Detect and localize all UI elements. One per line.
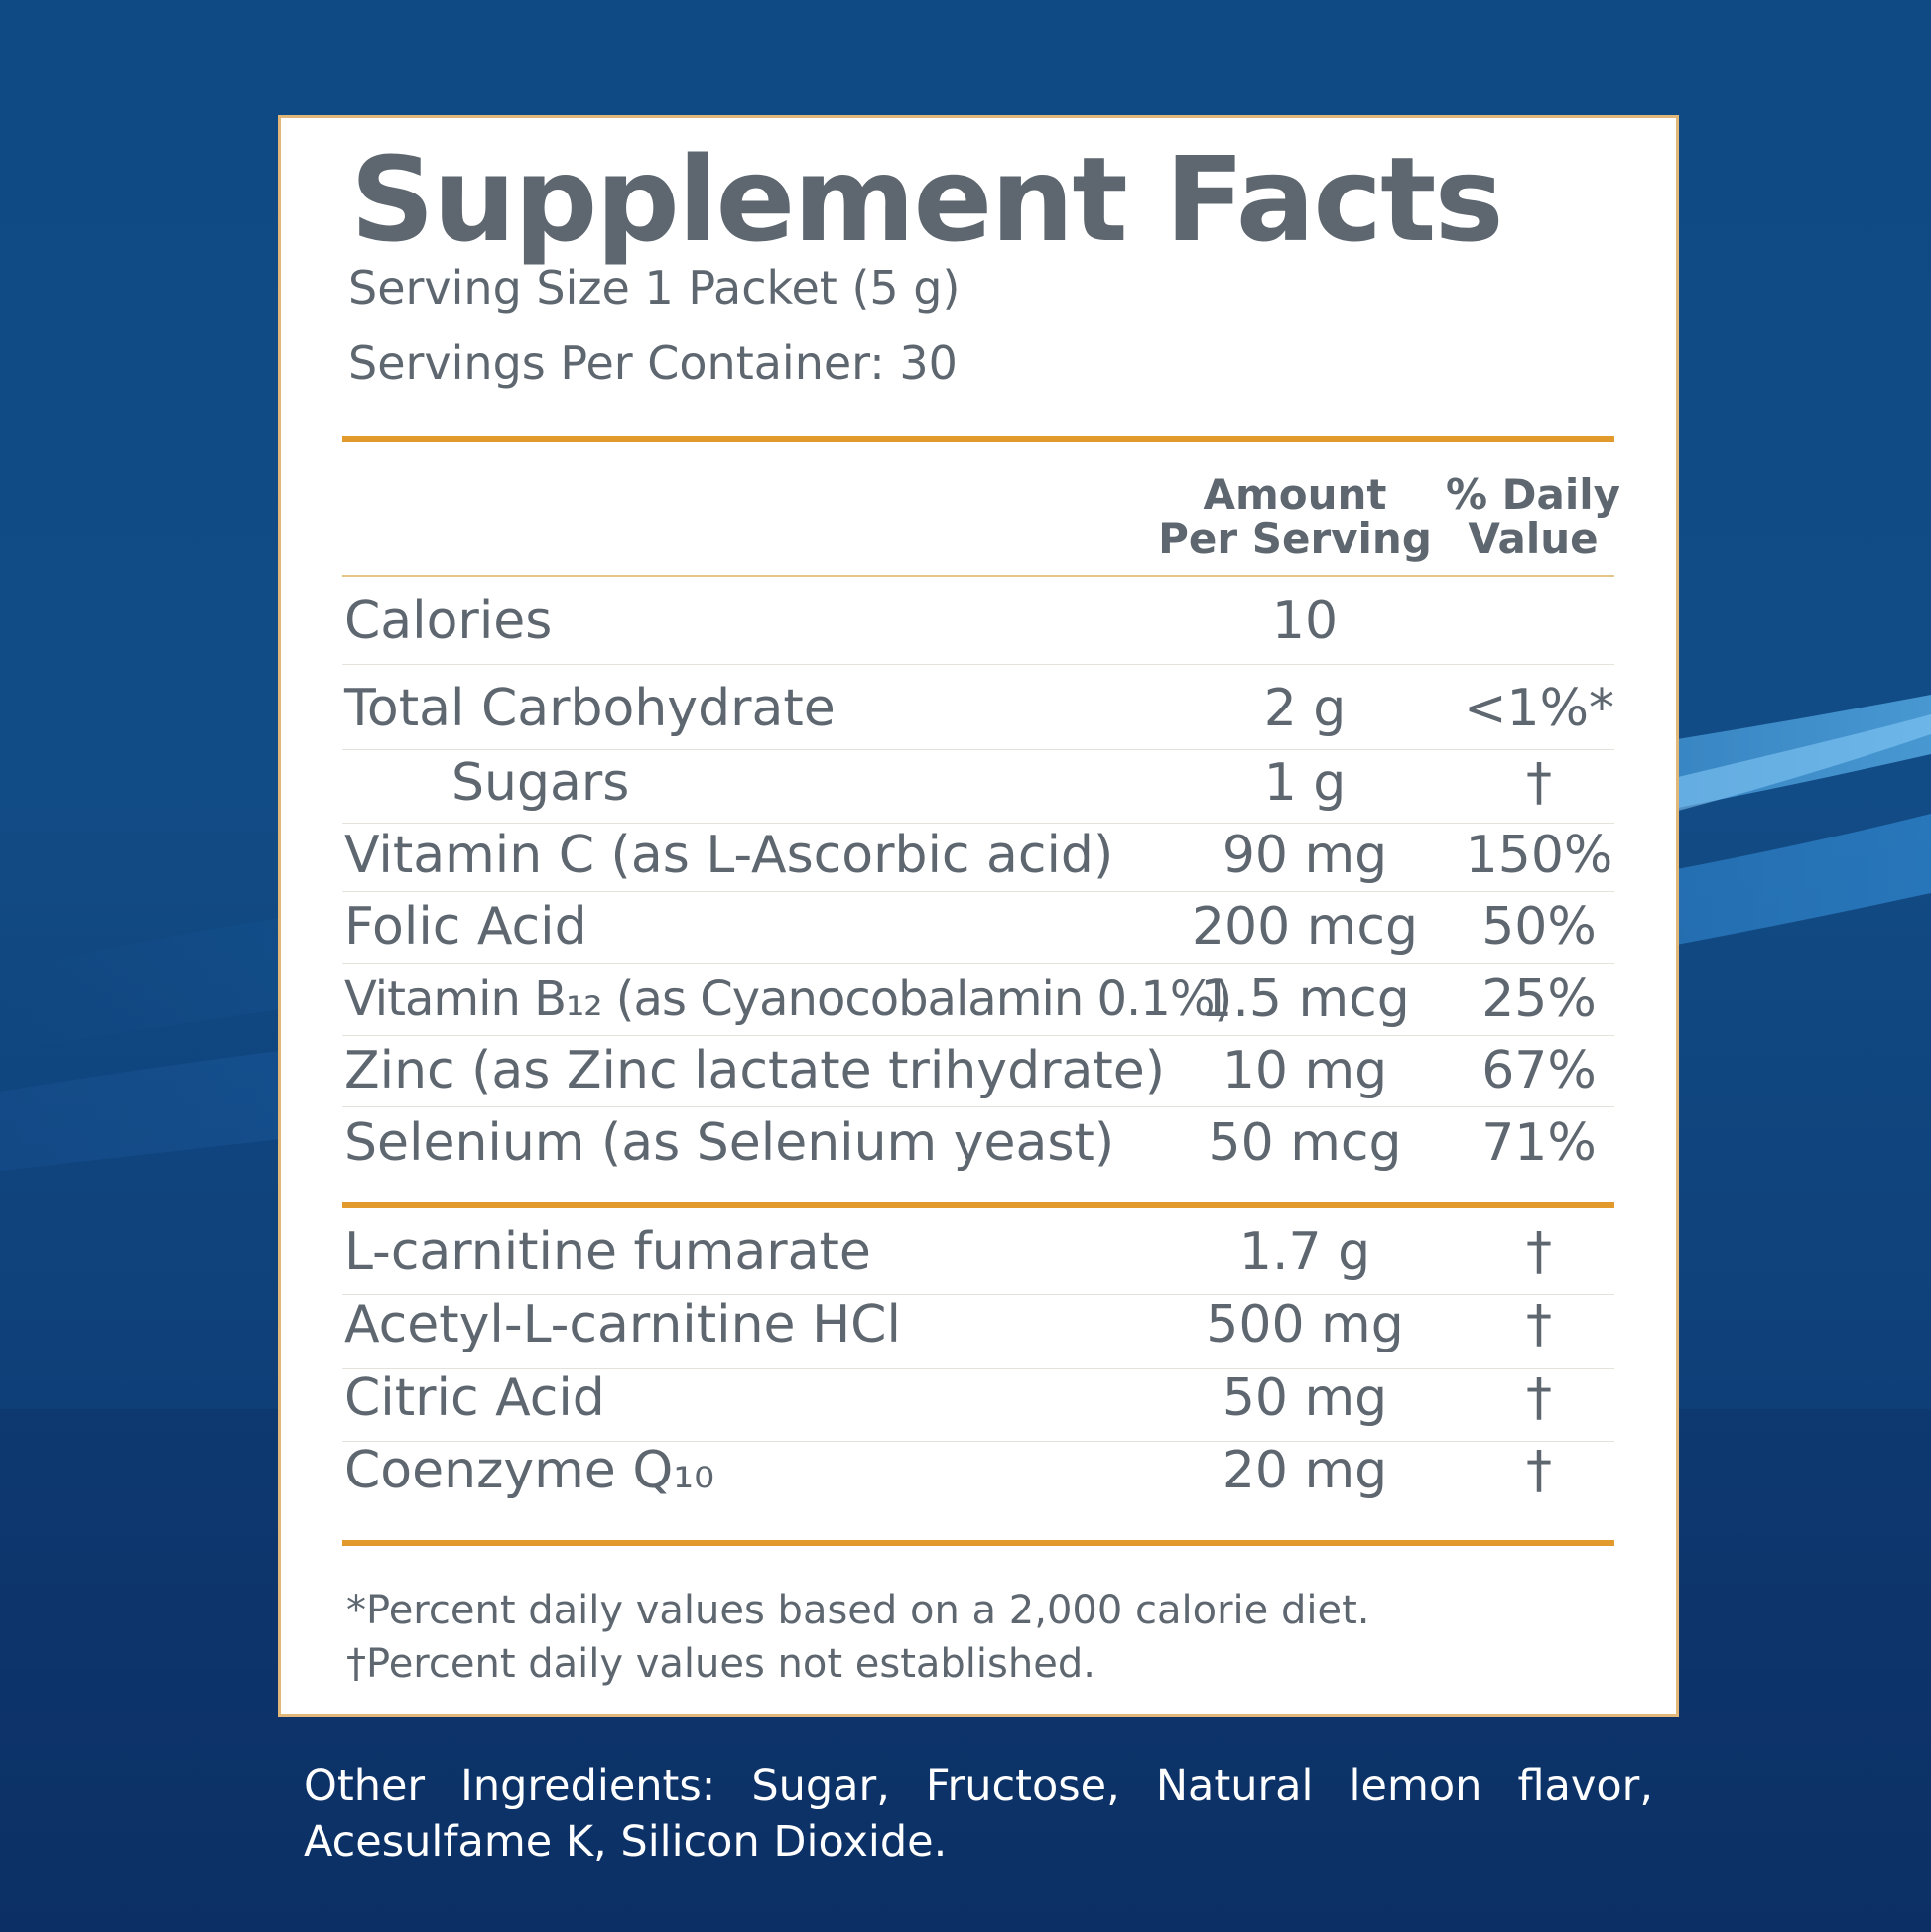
header-dv-line1: % Daily — [1445, 470, 1621, 519]
nutrient-name: Citric Acid — [344, 1368, 605, 1428]
daily-value: † — [1526, 1223, 1552, 1282]
header-amount-line1: Amount — [1203, 470, 1387, 519]
nutrient-name: Total Carbohydrate — [344, 679, 836, 738]
nutrient-name: Vitamin B₁₂ (as Cyanocobalamin 0.1%) — [344, 971, 1232, 1027]
table-row: Vitamin C (as L-Ascorbic acid) 90 mg 150% — [342, 821, 1614, 890]
nutrient-name: L-carnitine fumarate — [344, 1223, 871, 1282]
header-amount: Amount Per Serving — [1158, 473, 1432, 561]
header-daily-value: % Daily Value — [1446, 473, 1620, 561]
serving-size: Serving Size 1 Packet (5 g) — [348, 261, 961, 315]
amount-per-serving: 1 g — [1263, 753, 1347, 813]
daily-value: <1%* — [1463, 679, 1615, 738]
header-dv-line2: Value — [1468, 514, 1599, 563]
footnote-daily-value: *Percent daily values based on a 2,000 c… — [346, 1588, 1370, 1633]
other-ingredients: Other Ingredients: Sugar, Fructose, Natu… — [304, 1761, 1653, 1867]
daily-value: 25% — [1481, 969, 1597, 1029]
nutrient-name: Vitamin C (as L-Ascorbic acid) — [344, 826, 1114, 885]
nutrient-name: Calories — [344, 591, 553, 651]
amount-per-serving: 200 mcg — [1191, 897, 1419, 957]
table-row: Citric Acid 50 mg † — [342, 1363, 1614, 1433]
amount-per-serving: 10 — [1271, 591, 1339, 651]
row-separator — [342, 1368, 1614, 1369]
amount-per-serving: 50 mg — [1222, 1368, 1388, 1428]
nutrient-name: Acetyl-L-carnitine HCl — [344, 1295, 901, 1354]
nutrient-name: Sugars — [451, 753, 630, 813]
header-amount-line2: Per Serving — [1158, 514, 1432, 563]
bottom-divider — [342, 1540, 1614, 1546]
top-divider — [342, 436, 1614, 442]
row-separator — [342, 1294, 1614, 1295]
table-row: Total Carbohydrate 2 g <1%* — [342, 674, 1614, 743]
row-separator — [342, 891, 1614, 892]
daily-value: 50% — [1481, 897, 1597, 957]
table-row: Folic Acid 200 mcg 50% — [342, 892, 1614, 962]
row-separator — [342, 1035, 1614, 1036]
amount-per-serving: 1.7 g — [1238, 1223, 1371, 1282]
amount-per-serving: 500 mg — [1206, 1295, 1404, 1354]
table-row: L-carnitine fumarate 1.7 g † — [342, 1218, 1614, 1287]
table-row: Sugars 1 g † — [342, 748, 1614, 818]
amount-per-serving: 20 mg — [1222, 1441, 1388, 1500]
row-separator — [342, 1106, 1614, 1107]
table-row: Zinc (as Zinc lactate trihydrate) 10 mg 67… — [342, 1036, 1614, 1105]
header-divider — [342, 575, 1614, 577]
row-separator — [342, 664, 1614, 665]
daily-value: † — [1526, 1295, 1552, 1354]
table-row: Acetyl-L-carnitine HCl 500 mg † — [342, 1290, 1614, 1359]
nutrient-name: Zinc (as Zinc lactate trihydrate) — [344, 1041, 1165, 1100]
row-separator — [342, 749, 1614, 750]
amount-per-serving: 90 mg — [1222, 826, 1388, 885]
middle-divider — [342, 1202, 1614, 1208]
row-separator — [342, 963, 1614, 964]
row-separator — [342, 823, 1614, 824]
daily-value: † — [1526, 753, 1552, 813]
label-title: Supplement Facts — [350, 131, 1504, 268]
table-row: Coenzyme Q₁₀ 20 mg † — [342, 1436, 1614, 1505]
servings-per-container: Servings Per Container: 30 — [348, 336, 958, 390]
footnote-not-established: †Percent daily values not established. — [346, 1641, 1095, 1687]
amount-per-serving: 2 g — [1263, 679, 1347, 738]
daily-value: † — [1526, 1441, 1552, 1500]
table-row: Calories 10 — [342, 586, 1614, 656]
table-row: Vitamin B₁₂ (as Cyanocobalamin 0.1%) 1.5 … — [342, 965, 1614, 1034]
amount-per-serving: 50 mcg — [1208, 1113, 1402, 1173]
daily-value: 71% — [1481, 1113, 1597, 1173]
daily-value: 150% — [1465, 826, 1613, 885]
nutrient-name: Selenium (as Selenium yeast) — [344, 1113, 1115, 1173]
nutrient-name: Folic Acid — [344, 897, 587, 957]
daily-value: 67% — [1481, 1041, 1597, 1100]
daily-value: † — [1526, 1368, 1552, 1428]
amount-per-serving: 10 mg — [1222, 1041, 1388, 1100]
amount-per-serving: 1.5 mcg — [1200, 969, 1410, 1029]
nutrient-name: Coenzyme Q₁₀ — [344, 1441, 714, 1500]
supplement-facts-panel: Supplement Facts Serving Size 1 Packet (… — [278, 115, 1679, 1717]
table-row: Selenium (as Selenium yeast) 50 mcg 71% — [342, 1108, 1614, 1178]
row-separator — [342, 1441, 1614, 1442]
